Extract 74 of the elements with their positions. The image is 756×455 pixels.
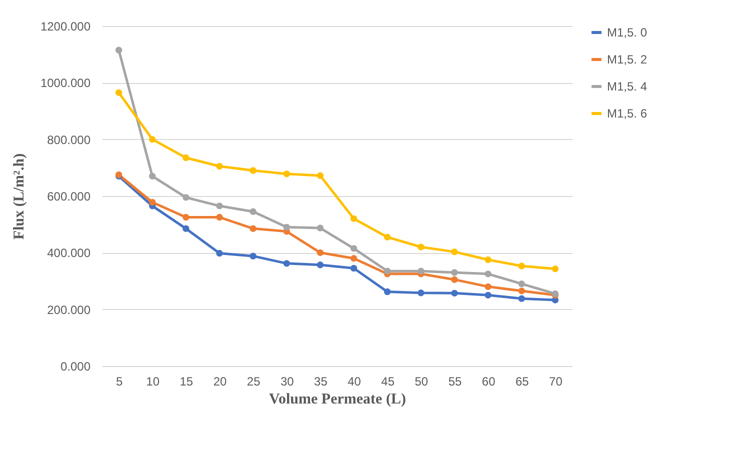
point bbox=[250, 225, 256, 232]
point bbox=[484, 283, 492, 290]
x-tick-label: 45 bbox=[381, 374, 395, 388]
x-tick-label: 30 bbox=[280, 374, 294, 388]
y-tick-label: 1000.000 bbox=[40, 76, 91, 90]
point bbox=[149, 136, 156, 143]
point bbox=[250, 167, 256, 174]
point bbox=[350, 215, 358, 222]
point bbox=[283, 170, 290, 178]
y-tick-label: 0.000 bbox=[60, 360, 91, 374]
point bbox=[283, 260, 290, 267]
x-tick-label: 55 bbox=[448, 374, 462, 388]
point bbox=[115, 46, 122, 54]
point bbox=[518, 280, 525, 288]
point bbox=[418, 244, 424, 250]
x-tick-label: 40 bbox=[348, 374, 362, 388]
point bbox=[182, 225, 190, 232]
point bbox=[384, 268, 391, 274]
point bbox=[350, 245, 358, 252]
x-tick-label: 25 bbox=[246, 374, 261, 388]
point bbox=[316, 262, 324, 268]
x-tick-label: 65 bbox=[515, 374, 530, 388]
point bbox=[149, 198, 156, 206]
x-tick-label: 20 bbox=[213, 374, 227, 388]
legend-label: M1,5. 0 bbox=[607, 26, 648, 40]
point bbox=[451, 276, 458, 283]
point bbox=[518, 288, 525, 294]
x-tick-label: 5 bbox=[116, 374, 123, 388]
point bbox=[250, 252, 256, 260]
point bbox=[451, 290, 458, 297]
point bbox=[182, 214, 190, 221]
legend-label: M1,5. 2 bbox=[607, 52, 648, 66]
x-axis-title: Volume Permeate (L) bbox=[269, 392, 406, 408]
y-tick-label: 400.000 bbox=[47, 246, 91, 260]
point bbox=[316, 249, 324, 256]
x-tick-label: 50 bbox=[414, 374, 428, 388]
point bbox=[451, 248, 458, 256]
point bbox=[216, 250, 223, 257]
point bbox=[115, 89, 122, 96]
point bbox=[182, 154, 190, 162]
legend-label: M1,5. 4 bbox=[607, 80, 648, 94]
legend-label: M1,5. 6 bbox=[607, 106, 648, 120]
point bbox=[384, 234, 391, 240]
point bbox=[451, 269, 458, 276]
point bbox=[552, 265, 559, 272]
x-tick-label: 60 bbox=[482, 374, 496, 388]
point bbox=[216, 162, 223, 170]
point bbox=[350, 264, 358, 272]
y-tick-label: 1200.000 bbox=[40, 20, 91, 34]
point bbox=[316, 224, 324, 232]
point bbox=[484, 270, 492, 278]
point bbox=[216, 214, 223, 221]
point bbox=[518, 295, 525, 302]
point bbox=[418, 268, 424, 274]
x-tick-label: 70 bbox=[549, 374, 563, 388]
x-tick-label: 10 bbox=[146, 374, 160, 388]
x-tick-label: 15 bbox=[180, 374, 194, 388]
point bbox=[350, 254, 358, 262]
point bbox=[384, 288, 391, 296]
point bbox=[250, 208, 256, 215]
point bbox=[283, 224, 290, 231]
y-tick-label: 200.000 bbox=[47, 302, 91, 317]
point bbox=[418, 290, 424, 296]
point bbox=[149, 172, 156, 180]
point bbox=[182, 194, 190, 201]
x-tick-label: 35 bbox=[314, 374, 328, 388]
point bbox=[316, 172, 324, 179]
point bbox=[216, 202, 223, 210]
point bbox=[484, 256, 492, 264]
point bbox=[518, 262, 525, 270]
point bbox=[484, 292, 492, 299]
y-tick-label: 600.000 bbox=[47, 190, 91, 204]
y-axis-title: Flux (L/m².h) bbox=[11, 153, 28, 240]
y-tick-label: 800.000 bbox=[47, 132, 91, 147]
